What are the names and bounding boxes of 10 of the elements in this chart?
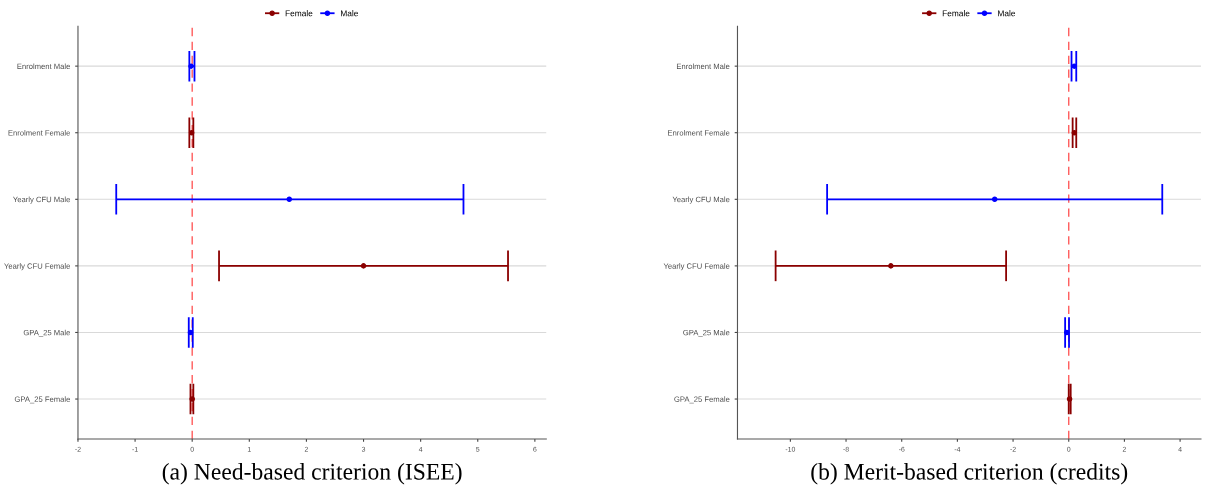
point [991, 196, 998, 203]
text: (b) Merit-based criterion (credits) [811, 463, 1128, 485]
text: (a) Need-based criterion (ISEE) [162, 463, 462, 485]
legend-label: Female [285, 10, 313, 17]
legend-label: Male [998, 10, 1016, 17]
point [360, 263, 367, 269]
legend-label: Female [942, 10, 970, 17]
legend-label: Male [341, 10, 359, 17]
point [286, 196, 293, 203]
point [888, 263, 894, 269]
